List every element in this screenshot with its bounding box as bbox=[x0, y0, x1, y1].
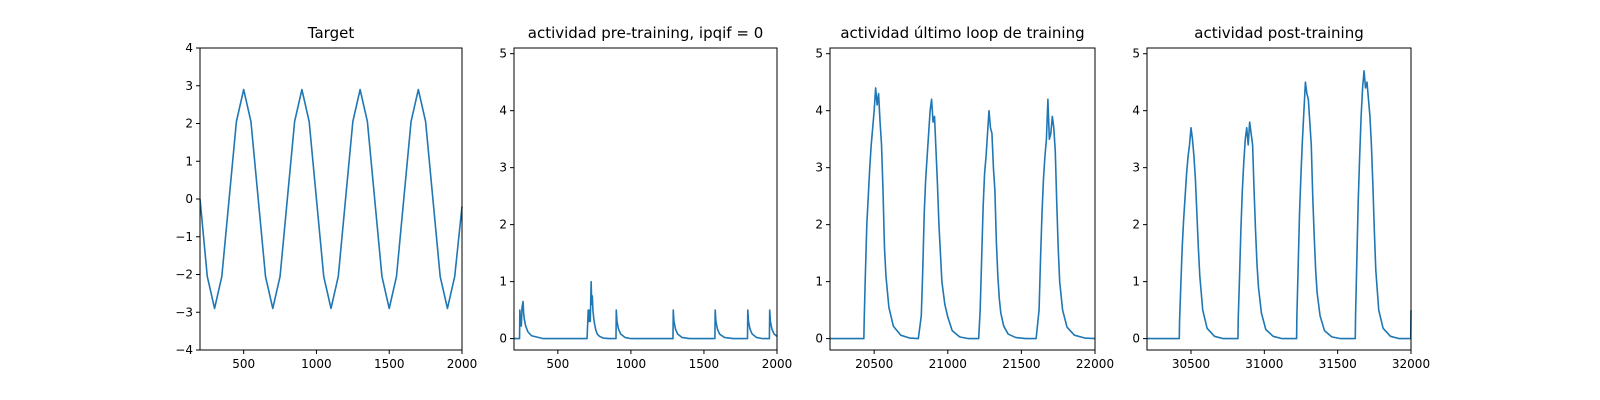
y-tick-label: 1 bbox=[815, 275, 823, 289]
subplot-2: actividad pre-training, ipqif = 0 500 1000… bbox=[499, 24, 792, 371]
x-tick-label: 32000 bbox=[1392, 357, 1430, 371]
y-tick-label: 3 bbox=[499, 161, 507, 175]
y-tick-label: 1 bbox=[499, 275, 507, 289]
y-tick-label: 5 bbox=[1132, 47, 1140, 61]
y-tick-label: 0 bbox=[815, 332, 823, 346]
y-tick-label: 5 bbox=[499, 47, 507, 61]
series-line bbox=[199, 88, 463, 310]
y-tick-label: 4 bbox=[499, 104, 507, 118]
x-tick-label: 1500 bbox=[374, 357, 405, 371]
y-tick-label: 3 bbox=[815, 161, 823, 175]
x-tick-label: 1000 bbox=[616, 357, 647, 371]
y-tick-label: −4 bbox=[175, 343, 193, 357]
x-tick-label: 22000 bbox=[1076, 357, 1114, 371]
y-tick-label: 3 bbox=[1132, 161, 1140, 175]
y-tick-label: 4 bbox=[815, 104, 823, 118]
y-tick-label: −1 bbox=[175, 230, 193, 244]
subplot-title: actividad último loop de training bbox=[840, 24, 1084, 42]
y-tick-label: −2 bbox=[175, 268, 193, 282]
y-tick-label: 3 bbox=[185, 79, 193, 93]
x-tick-label: 21500 bbox=[1002, 357, 1040, 371]
x-tick-label: 30500 bbox=[1172, 357, 1210, 371]
x-tick-label: 21000 bbox=[929, 357, 967, 371]
x-tick-label: 31500 bbox=[1319, 357, 1357, 371]
axes-frame bbox=[1146, 47, 1412, 351]
x-tick-label: 2000 bbox=[447, 357, 478, 371]
series-line bbox=[1147, 69, 1412, 340]
x-tick-label: 1500 bbox=[689, 357, 720, 371]
y-tick-label: 0 bbox=[1132, 332, 1140, 346]
axes-frame bbox=[513, 47, 778, 351]
subplot-title: Target bbox=[307, 24, 355, 42]
y-tick-label: 2 bbox=[1132, 218, 1140, 232]
y-tick-label: 4 bbox=[1132, 104, 1140, 118]
y-tick-label: 1 bbox=[185, 154, 193, 168]
series-line bbox=[830, 87, 1096, 340]
subplot-1: Target 500 1000 1500 2000 −4 −3 −2 −1 0 1 2 3 4 bbox=[175, 24, 477, 371]
x-tick-label: 2000 bbox=[762, 357, 793, 371]
subplot-title: actividad post-training bbox=[1194, 24, 1363, 42]
y-tick-label: 1 bbox=[1132, 275, 1140, 289]
y-tick-label: 4 bbox=[185, 41, 193, 55]
x-tick-label: 500 bbox=[232, 357, 255, 371]
axes-frame bbox=[199, 47, 463, 351]
y-tick-label: 2 bbox=[185, 117, 193, 131]
y-tick-label: 0 bbox=[499, 332, 507, 346]
y-tick-label: 2 bbox=[499, 218, 507, 232]
x-tick-label: 31000 bbox=[1245, 357, 1283, 371]
x-tick-label: 20500 bbox=[855, 357, 893, 371]
y-tick-label: −3 bbox=[175, 305, 193, 319]
series-line bbox=[514, 280, 778, 340]
x-tick-label: 1000 bbox=[301, 357, 332, 371]
y-tick-label: 0 bbox=[185, 192, 193, 206]
subplot-title: actividad pre-training, ipqif = 0 bbox=[528, 24, 764, 42]
x-tick-label: 500 bbox=[546, 357, 569, 371]
y-tick-label: 2 bbox=[815, 218, 823, 232]
axes-frame bbox=[829, 47, 1096, 351]
y-tick-label: 5 bbox=[815, 47, 823, 61]
